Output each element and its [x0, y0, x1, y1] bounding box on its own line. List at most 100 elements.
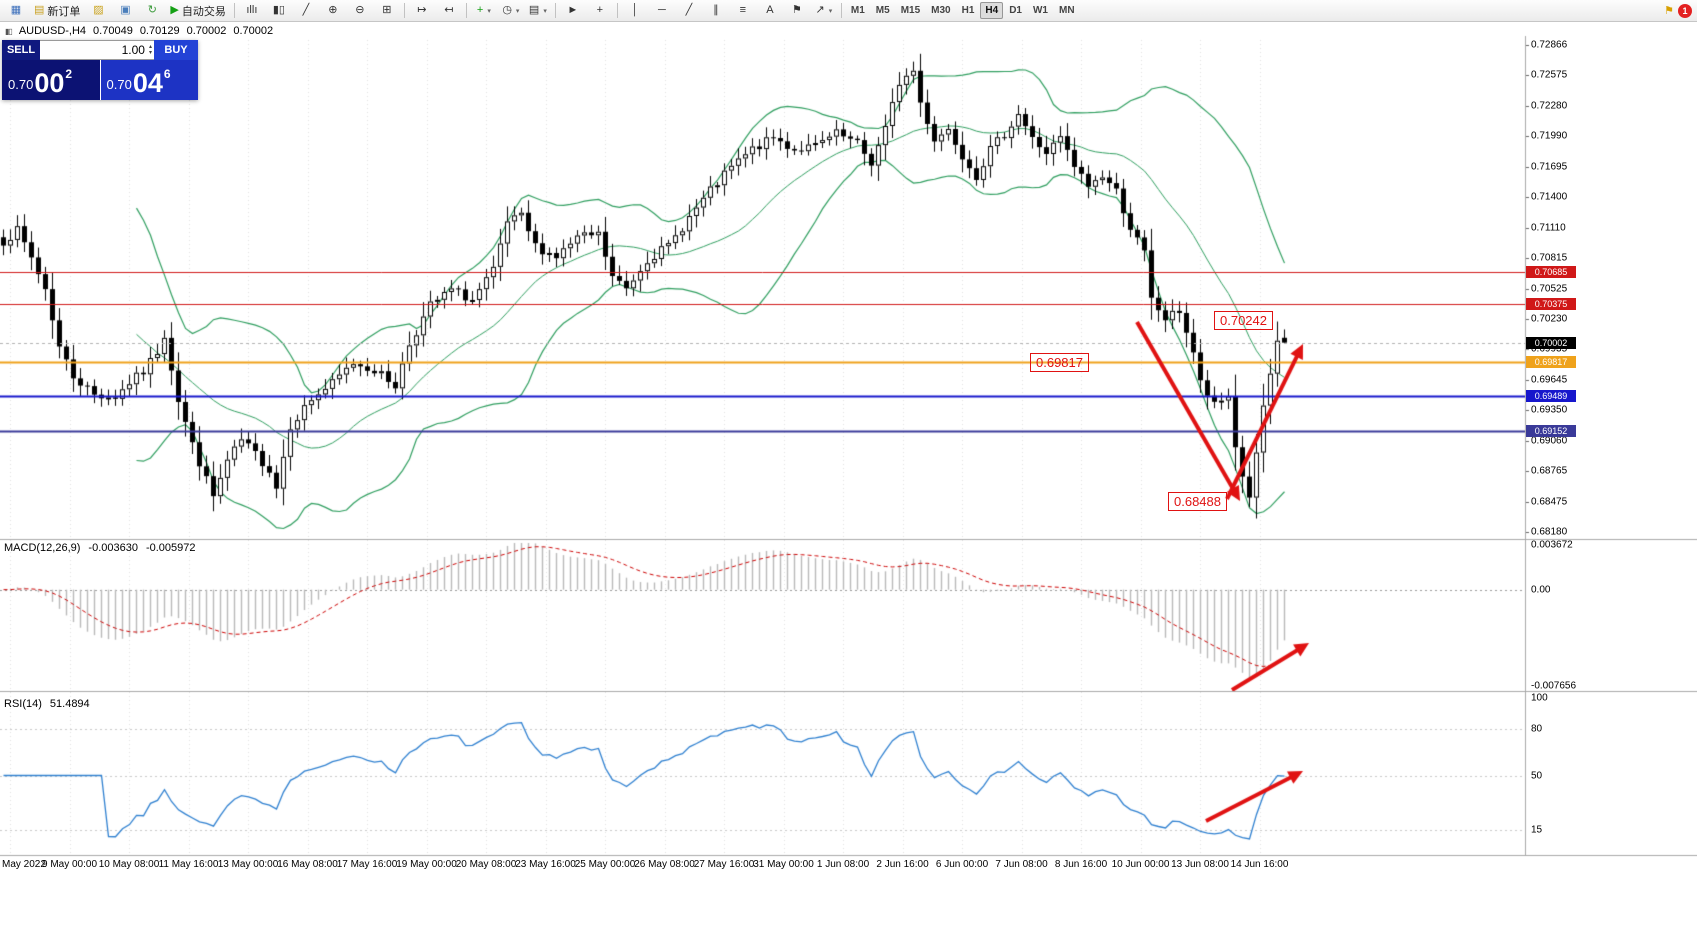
arrows-icon[interactable]: ↗ ▾ [811, 1, 837, 21]
toolbar-separator [616, 3, 618, 18]
add-indicator-icon[interactable]: + ▾ [471, 1, 497, 21]
autotrading-button[interactable]: ▶ 自动交易 [166, 1, 229, 21]
timeframe-d1[interactable]: D1 [1009, 5, 1022, 16]
dropdown-caret-icon: ▾ [543, 7, 547, 15]
sell-price-pips: 00 [34, 68, 65, 99]
icon-glyph: ▤ [528, 4, 540, 16]
icon-glyph: ≡ [739, 4, 747, 16]
icon-glyph: + [476, 4, 484, 16]
toolbar-separator [554, 3, 556, 18]
icon-glyph: ▣ [120, 4, 131, 16]
bar-chart-icon[interactable]: ıllı [239, 1, 265, 21]
zoom-in-icon[interactable]: ⊕ [320, 1, 346, 21]
chart-area: ▮▯ AUDUSD-,H4 0.70049 0.70129 0.70002 0.… [0, 22, 1697, 942]
tile-windows-icon[interactable]: ⊞ [374, 1, 400, 21]
buy-price-pipette: 6 [163, 67, 171, 81]
icon-glyph: ⊖ [355, 4, 365, 16]
fibonacci-icon[interactable]: ≡ [730, 1, 756, 21]
charts-cascade-icon[interactable]: ▣ [112, 1, 138, 21]
volume-stepper[interactable]: ▴ ▾ [148, 44, 152, 56]
one-click-trading-panel: SELL ▴▾ BUY 0.70 00 2 0.70 04 6 [2, 40, 198, 100]
icon-glyph: ↗ [815, 4, 825, 16]
buy-price-pips: 04 [132, 68, 163, 99]
new-chart-icon[interactable]: ▦ [3, 1, 29, 21]
crosshair-icon[interactable]: + [587, 1, 613, 21]
icon-glyph: ► [567, 4, 579, 16]
alert-icon[interactable]: ⚑ [1664, 5, 1674, 17]
timeframe-h4[interactable]: H4 [980, 2, 1004, 19]
timeframe-m15[interactable]: M15 [900, 5, 921, 16]
rsi-name: RSI(14) [4, 698, 42, 710]
icon-glyph: ıllı [246, 4, 258, 16]
auto-scroll-icon[interactable]: ↦ [409, 1, 435, 21]
icon-glyph: ▤ [34, 4, 45, 16]
icon-glyph: ─ [657, 4, 666, 16]
macd-name: MACD(12,26,9) [4, 542, 81, 554]
sell-price-pipette: 2 [65, 67, 73, 81]
buy-button[interactable]: BUY [154, 40, 198, 60]
timeframe-m1[interactable]: M1 [850, 5, 865, 16]
icon-glyph: ╱ [685, 4, 693, 16]
text-label-icon[interactable]: ⚑ [784, 1, 810, 21]
templates-icon[interactable]: ▤ ▾ [525, 1, 551, 21]
trendline-icon[interactable]: ╱ [676, 1, 702, 21]
icon-glyph: ▶ [170, 4, 179, 16]
macd-label: MACD(12,26,9) -0.003630 -0.005972 [4, 542, 196, 554]
sell-price[interactable]: 0.70 00 2 [2, 60, 100, 100]
symbol-period-label: AUDUSD-,H4 [18, 25, 87, 37]
refresh-icon[interactable]: ↻ [139, 1, 165, 21]
icon-glyph: ▨ [93, 4, 104, 16]
buy-price-prefix: 0.70 [106, 77, 132, 92]
icon-glyph: A [766, 4, 774, 16]
rsi-value: 51.4894 [49, 698, 90, 710]
ohlc-high: 0.70129 [139, 25, 180, 37]
icon-glyph: ╱ [302, 4, 310, 16]
channel-icon[interactable]: ∥ [703, 1, 729, 21]
dropdown-caret-icon: ▾ [487, 7, 491, 15]
timeframe-w1[interactable]: W1 [1032, 5, 1048, 16]
timeframe-h1[interactable]: H1 [961, 5, 975, 16]
icon-glyph: │ [631, 4, 639, 16]
toolbar-separator [840, 3, 842, 18]
line-chart-icon[interactable]: ╱ [293, 1, 319, 21]
zoom-out-icon[interactable]: ⊖ [347, 1, 373, 21]
dropdown-caret-icon: ▾ [828, 7, 833, 15]
icon-glyph: ∥ [713, 4, 719, 16]
text-icon[interactable]: A [757, 1, 783, 21]
periods-icon[interactable]: ◷ ▾ [498, 1, 524, 21]
buy-price[interactable]: 0.70 04 6 [99, 60, 198, 100]
ohlc-low: 0.70002 [186, 25, 227, 37]
candlestick-chart-icon[interactable]: ▮▯ [266, 1, 292, 21]
new-order-button[interactable]: ▤ 新订单 [30, 1, 84, 21]
notification-badge[interactable]: 1 [1678, 3, 1692, 18]
horizontal-line-icon[interactable]: ─ [649, 1, 675, 21]
ohlc-close: 0.70002 [233, 25, 274, 37]
ohlc-open: 0.70049 [93, 25, 133, 37]
icon-glyph: ↦ [417, 4, 427, 16]
timeframe-m30[interactable]: M30 [931, 5, 951, 16]
icon-glyph: + [596, 4, 604, 16]
rsi-label: RSI(14) 51.4894 [4, 698, 90, 710]
icon-glyph: ▦ [10, 4, 22, 16]
macd-signal-value: -0.005972 [145, 542, 196, 554]
chart-header: ▮▯ AUDUSD-,H4 0.70049 0.70129 0.70002 0.… [5, 25, 273, 37]
chart-canvas[interactable] [0, 22, 1697, 942]
icon-glyph: ◷ [502, 4, 512, 16]
icon-glyph: ↤ [444, 4, 454, 16]
timeframe-mn[interactable]: MN [1058, 5, 1075, 16]
vertical-line-icon[interactable]: │ [622, 1, 648, 21]
icon-glyph: ⚑ [791, 4, 802, 16]
toolbar-button-label: 新订单 [47, 5, 81, 18]
toolbar-separator [465, 3, 467, 18]
timeframe-m5[interactable]: M5 [875, 5, 890, 16]
icon-glyph: ↻ [147, 4, 158, 16]
candlestick-mini-icon: ▮▯ [5, 26, 13, 36]
chart-shift-icon[interactable]: ↤ [436, 1, 462, 21]
toolbar-button-label: 自动交易 [181, 5, 226, 18]
profiles-icon[interactable]: ▨ [85, 1, 111, 21]
toolbar-separator [403, 3, 405, 18]
sell-button[interactable]: SELL [2, 40, 40, 60]
cursor-icon[interactable]: ► [560, 1, 586, 21]
volume-input[interactable] [40, 43, 147, 57]
